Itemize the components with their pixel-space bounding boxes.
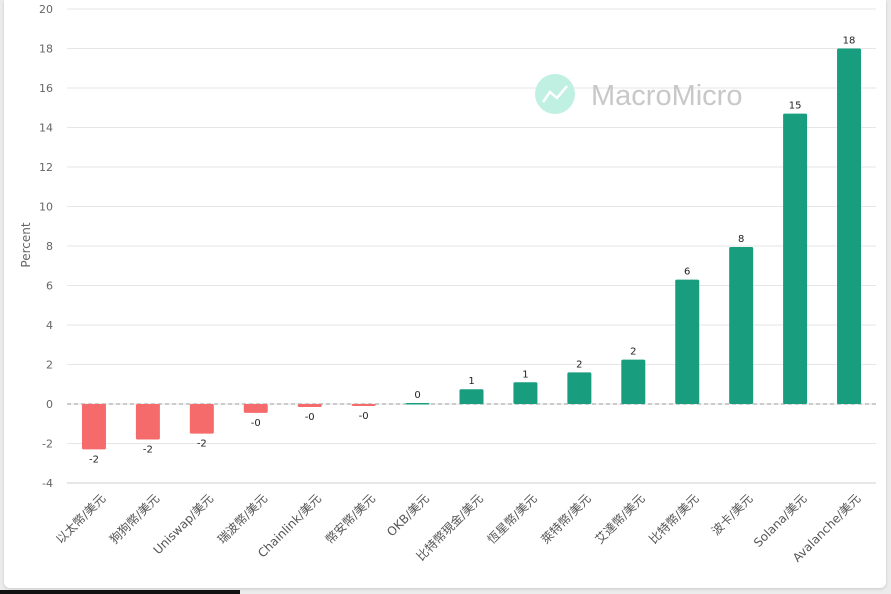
data-label: -2 xyxy=(197,439,207,450)
y-tick-label: 20 xyxy=(39,3,53,16)
y-tick-label: 6 xyxy=(46,280,53,293)
x-tick-label: 波卡/美元 xyxy=(709,491,756,538)
data-label: 2 xyxy=(630,347,636,358)
x-tick-label: 萊特幣/美元 xyxy=(538,491,594,547)
data-label: 0 xyxy=(414,390,420,401)
x-tick-label: 艾達幣/美元 xyxy=(592,491,647,546)
data-label: 2 xyxy=(576,359,582,370)
data-label: 1 xyxy=(522,369,528,380)
bar[interactable] xyxy=(783,113,808,405)
y-tick-label: 10 xyxy=(39,201,53,214)
y-tick-label: -2 xyxy=(42,438,53,451)
bars xyxy=(81,48,862,450)
bar[interactable] xyxy=(621,359,646,404)
bottom-scroll-strip xyxy=(0,590,240,594)
data-label: -0 xyxy=(251,418,261,429)
x-tick-label: 以太幣/美元 xyxy=(52,491,108,547)
y-axis-label: Percent xyxy=(19,222,33,267)
y-tick-label: 2 xyxy=(46,359,53,372)
bar[interactable] xyxy=(675,279,700,404)
x-tick-label: Solana/美元 xyxy=(751,491,809,549)
x-tick-label: 幣安幣/美元 xyxy=(322,491,378,547)
data-label: -0 xyxy=(305,412,315,423)
x-tick-label: 瑞波幣/美元 xyxy=(215,491,270,546)
bar[interactable] xyxy=(243,404,268,413)
bar[interactable] xyxy=(81,404,106,450)
bar[interactable] xyxy=(405,403,430,405)
x-axis-labels: 以太幣/美元狗狗幣/美元Uniswap/美元瑞波幣/美元Chainlink/美元… xyxy=(52,491,863,565)
macromicro-watermark: MacroMicro xyxy=(535,74,742,114)
data-label: 15 xyxy=(789,101,802,112)
watermark-chart-icon xyxy=(541,85,568,103)
data-label: -2 xyxy=(143,445,153,456)
watermark-text: MacroMicro xyxy=(591,80,742,112)
bar[interactable] xyxy=(189,404,214,434)
bar[interactable] xyxy=(135,404,160,440)
bar[interactable] xyxy=(729,246,754,404)
bar[interactable] xyxy=(351,404,376,406)
bar[interactable] xyxy=(837,48,862,405)
x-tick-label: 恆星幣/美元 xyxy=(485,491,540,546)
y-tick-label: 18 xyxy=(39,43,53,56)
y-tick-label: 14 xyxy=(39,122,53,135)
x-tick-label: 狗狗幣/美元 xyxy=(107,491,162,546)
data-label: 8 xyxy=(738,234,744,245)
bar[interactable] xyxy=(513,382,538,404)
data-label: 1 xyxy=(468,376,474,387)
data-label: -2 xyxy=(89,454,99,465)
y-tick-label: -4 xyxy=(42,477,53,490)
grid-lines xyxy=(67,8,876,484)
y-axis-ticks: -4 -2 0 2 4 6 8 10 12 14 16 18 20 xyxy=(39,3,53,490)
bar[interactable] xyxy=(567,372,592,404)
data-label: 18 xyxy=(843,36,856,47)
bar[interactable] xyxy=(459,389,484,404)
watermark-logo-icon xyxy=(535,74,575,114)
x-tick-label: OKB/美元 xyxy=(384,491,432,539)
y-tick-label: 12 xyxy=(39,161,53,174)
data-label: 6 xyxy=(684,267,690,278)
y-tick-label: 0 xyxy=(46,398,53,411)
y-tick-label: 16 xyxy=(39,82,53,95)
y-tick-label: 4 xyxy=(46,319,53,332)
y-tick-label: 8 xyxy=(46,240,53,253)
x-tick-label: 比特幣/美元 xyxy=(646,491,702,547)
data-label: -0 xyxy=(359,411,369,422)
data-labels: -2 -2 -2 -0 -0 -0 0 1 1 2 2 6 8 15 18 xyxy=(89,36,855,466)
bar[interactable] xyxy=(297,404,322,407)
